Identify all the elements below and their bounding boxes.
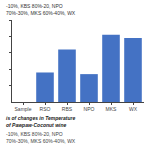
svg-text:is of changes in Temperatureof: is of changes in Temperatureof Pawpaw-Co… <box>6 115 75 128</box>
svg-text:WX: WX <box>129 106 138 112</box>
svg-text:MKS: MKS <box>106 106 118 112</box>
svg-text:NPO: NPO <box>84 106 95 112</box>
svg-text:RBS: RBS <box>62 106 73 112</box>
svg-text:Sample: Sample <box>15 106 32 112</box>
svg-text:-10%, KBS 80%-20, NPO70%-30%,: -10%, KBS 80%-20, NPO70%-30%, MKS 60%-40… <box>6 3 76 16</box>
svg-text:RSO: RSO <box>40 106 51 112</box>
svg-text:-10%, KBS 80%-20, NPO70%-30%,: -10%, KBS 80%-20, NPO70%-30%, MKS 60%-40… <box>6 131 76 144</box>
